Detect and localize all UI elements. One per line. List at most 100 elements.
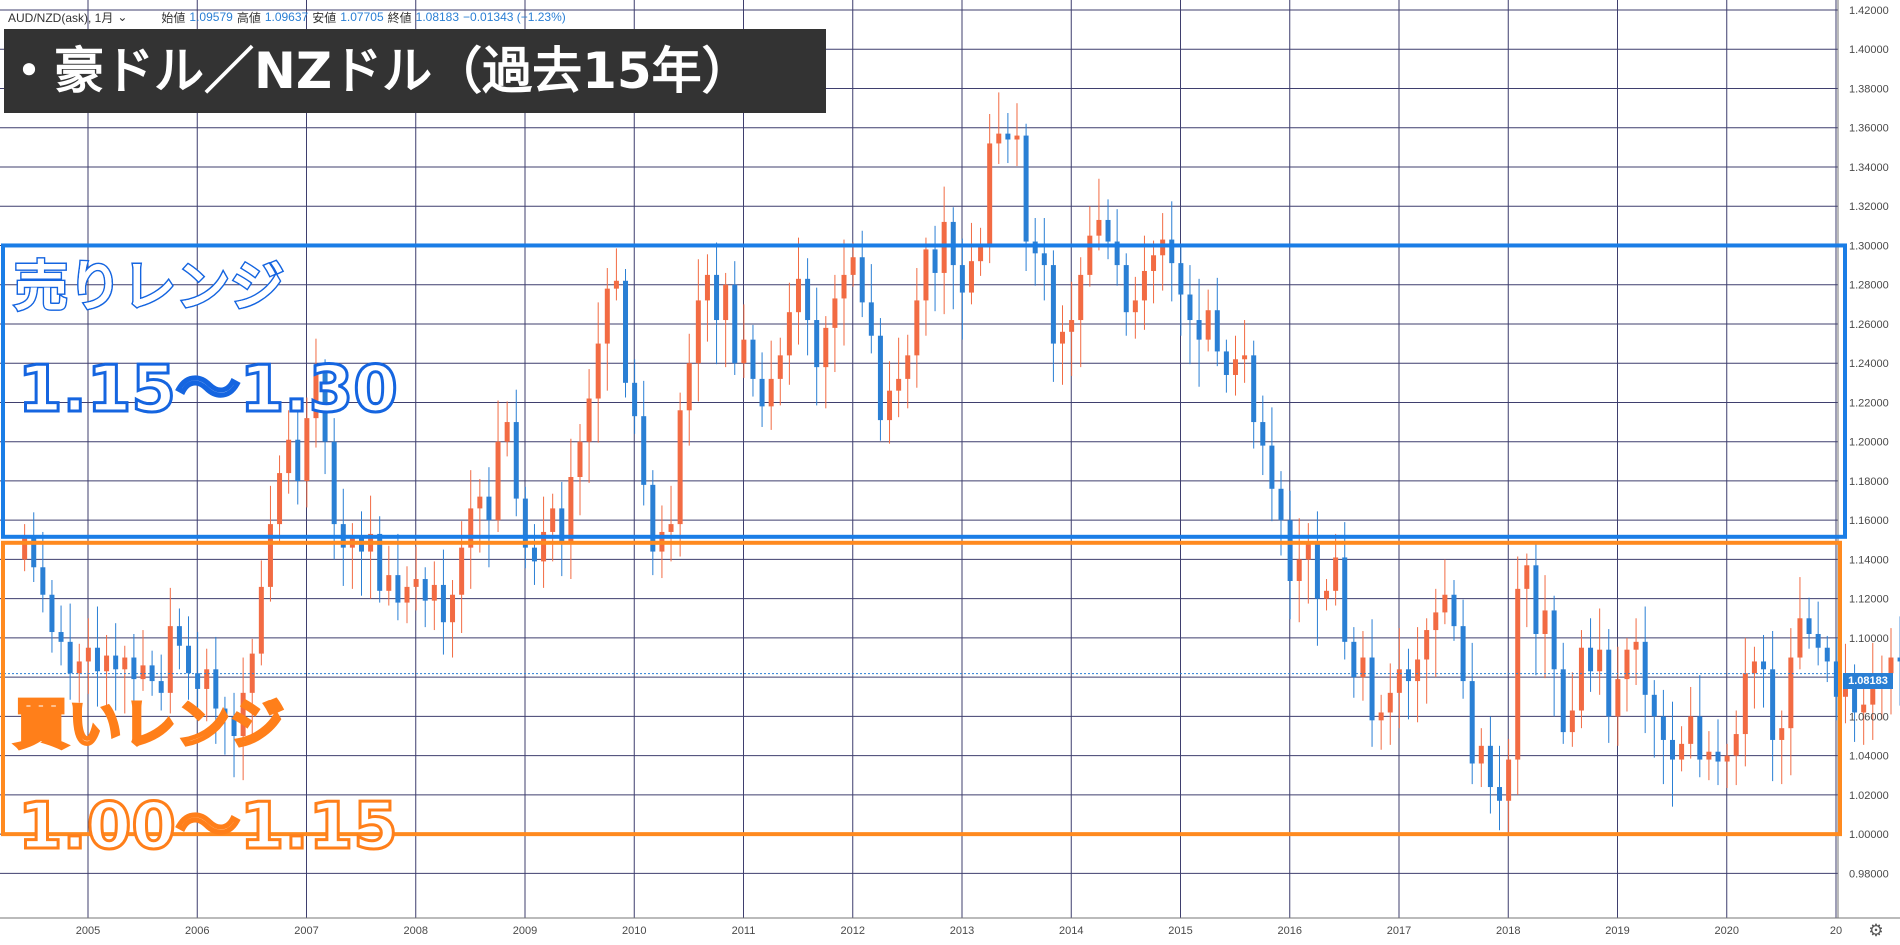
candle-body (1314, 543, 1320, 599)
candle-body (1433, 612, 1439, 631)
candle-body (914, 300, 920, 356)
candle-body (295, 439, 301, 481)
x-axis-labels: 2005 2006 2007 2008 2009 2010 2011 2012 2013 2014… (76, 925, 1842, 937)
chart-title-banner: ・豪ドル／NZドル（過去15年） (4, 29, 826, 113)
candle-body (750, 339, 756, 379)
candle-body (1651, 694, 1657, 717)
candle-body (1050, 265, 1056, 344)
candle-body (786, 312, 792, 356)
candle-body (531, 547, 537, 562)
candle-body (650, 484, 656, 552)
candle-body (1788, 657, 1794, 729)
candle-body (677, 410, 683, 525)
candle-body (1870, 681, 1876, 705)
y-tick-label: 1.32000 (1849, 201, 1889, 213)
buy-range-value: 1.00～1.15 (17, 789, 400, 866)
candle-body (1852, 679, 1858, 713)
candle-body (486, 496, 492, 521)
y-tick-label: 1.10000 (1849, 633, 1889, 645)
gear-icon[interactable]: ⚙ (1868, 921, 1884, 941)
candle-body (1897, 657, 1900, 662)
candle-body (459, 547, 465, 595)
low-label: 安値 (312, 10, 337, 25)
chevron-down-icon[interactable]: ⌄ (117, 10, 128, 24)
candle-body (1078, 274, 1084, 321)
candle-body (1642, 641, 1648, 695)
candle-body (1515, 588, 1521, 760)
candle-body (1715, 751, 1721, 762)
symbol-label[interactable]: AUD/NZD(ask), 1月 (8, 10, 114, 25)
candle-body (996, 133, 1002, 144)
y-tick-label: 1.30000 (1849, 240, 1889, 252)
candle-body (1770, 669, 1776, 740)
candle-body (1460, 626, 1466, 682)
candle-body (377, 533, 383, 591)
y-tick-label: 1.12000 (1849, 594, 1889, 606)
candle-body (1424, 630, 1430, 660)
candle-body (868, 302, 874, 336)
candle-body (695, 300, 701, 364)
candle-body (1169, 239, 1175, 264)
candle-body (477, 496, 483, 509)
candle-body (1469, 681, 1475, 764)
candle-body (1251, 355, 1257, 423)
candle-body (1824, 647, 1830, 662)
x-tick-label: 2007 (294, 925, 318, 937)
candle-body (76, 661, 82, 674)
y-tick-label: 1.36000 (1849, 123, 1889, 135)
x-tick-label: 2010 (622, 925, 646, 937)
buy-range-label: 買いレンジ (13, 692, 286, 758)
y-tick-label: 1.06000 (1849, 711, 1889, 723)
x-tick-label: 2006 (185, 925, 209, 937)
candle-body (732, 284, 738, 364)
candle-body (395, 575, 401, 603)
candle-body (987, 143, 993, 246)
x-tick-label: 2013 (950, 925, 974, 937)
candle-body (1151, 255, 1157, 271)
candle-body (559, 508, 565, 544)
candle-body (1196, 320, 1202, 340)
candle-body (1861, 704, 1867, 713)
candle-body (541, 531, 547, 562)
candle-body (1524, 565, 1530, 589)
candle-body (632, 382, 638, 417)
candle-body (1679, 743, 1685, 760)
candle-body (1669, 739, 1675, 760)
candle-body (186, 645, 192, 674)
candle-body (22, 535, 28, 560)
candle-body (877, 335, 883, 421)
open-label: 始値 (161, 10, 186, 25)
y-tick-label: 1.26000 (1849, 319, 1889, 331)
candle-body (1060, 331, 1066, 344)
candle-body (1733, 734, 1739, 756)
candle-body (113, 655, 119, 670)
candle-body (1660, 716, 1666, 740)
candle-body (222, 708, 228, 717)
x-tick-label: 2012 (841, 925, 865, 937)
candle-body (1041, 253, 1047, 266)
candle-body (522, 498, 528, 548)
candle-body (887, 390, 893, 421)
candle-body (1779, 728, 1785, 740)
candles (22, 92, 1900, 834)
x-tick-label: 2019 (1605, 925, 1629, 937)
candle-body (1487, 745, 1493, 788)
candle-body (704, 274, 710, 301)
candle-body (1187, 294, 1193, 321)
candle-body (1688, 716, 1694, 744)
y-tick-label: 1.34000 (1849, 162, 1889, 174)
candle-body (896, 378, 902, 391)
candle-body (176, 626, 182, 646)
candle-body (431, 584, 437, 601)
candle-body (231, 716, 237, 737)
candle-body (1478, 745, 1484, 764)
y-tick-label: 1.02000 (1849, 790, 1889, 802)
candle-body (158, 681, 164, 693)
x-tick-label: 2009 (513, 925, 537, 937)
candle-body (1451, 594, 1457, 627)
candle-body (85, 647, 91, 662)
candle-body (1697, 716, 1703, 760)
y-tick-label: 1.04000 (1849, 751, 1889, 763)
candle-body (1761, 661, 1767, 670)
